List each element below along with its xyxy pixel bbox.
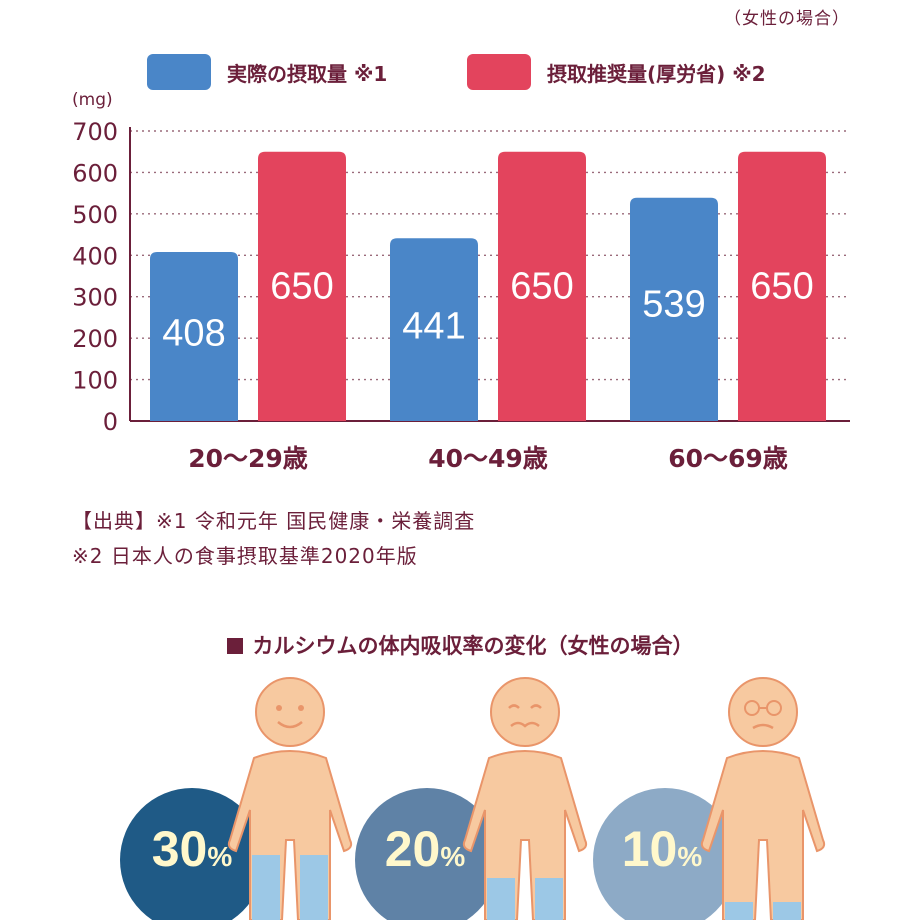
legend-item-recommended: 摂取推奨量(厚労省) ※2	[467, 52, 766, 92]
absorption-figures	[120, 677, 826, 920]
absorption-rate-20: 20%	[355, 820, 495, 878]
absorption-circle	[355, 788, 499, 920]
bar-actual	[150, 251, 238, 421]
absorption-rate-30: 30%	[122, 820, 262, 878]
y-tick-label: 300	[72, 284, 118, 312]
x-category-label: 40～49歳	[428, 444, 548, 473]
water-level-right	[300, 855, 328, 920]
bar-recommended	[738, 151, 826, 421]
y-tick-label: 0	[103, 408, 118, 436]
bar-recommended	[498, 151, 586, 421]
smile-icon	[277, 721, 303, 729]
water-level-left	[725, 902, 753, 920]
bar-value-label: 650	[750, 266, 813, 308]
bar-value-label: 539	[642, 283, 705, 325]
legend-label-actual: 実際の摂取量 ※1	[227, 61, 388, 86]
water-level-left	[487, 878, 515, 920]
legend-label-recommended: 摂取推奨量(厚労省) ※2	[547, 61, 766, 86]
eye-icon	[508, 704, 520, 709]
y-tick-label: 600	[72, 159, 118, 187]
person-body	[462, 750, 588, 920]
eye-icon	[298, 705, 304, 711]
bar-actual	[630, 197, 718, 421]
person-head	[255, 677, 325, 747]
x-category-label: 20～29歳	[188, 444, 308, 473]
y-axis-unit: (mg)	[72, 90, 113, 110]
absorption-title-text: カルシウムの体内吸収率の変化（女性の場合）	[252, 634, 694, 658]
percent-sign: %	[677, 841, 703, 872]
y-tick-label: 100	[72, 367, 118, 395]
source-line-1: 【出典】※1 令和元年 国民健康・栄養調査	[72, 509, 476, 533]
source-line-2: ※2 日本人の食事摂取基準2020年版	[72, 544, 418, 568]
bar-chart: 0 100 200 300 400 500 600 700 408 650 20～29歳 441 650…	[72, 118, 850, 473]
absorption-circle	[120, 788, 264, 920]
x-category-label: 60～69歳	[668, 444, 788, 473]
person-body	[700, 750, 826, 920]
legend-swatch-recommended	[467, 54, 531, 90]
y-tick-label: 200	[72, 325, 118, 353]
bar-value-label: 441	[402, 305, 465, 347]
note-female: （女性の場合）	[724, 9, 850, 29]
water-level-left	[252, 855, 280, 920]
eye-icon	[530, 704, 542, 709]
bar-value-label: 408	[162, 313, 225, 355]
bar-value-label: 650	[270, 266, 333, 308]
percent-sign: %	[440, 841, 466, 872]
absorption-circle	[593, 788, 737, 920]
bar-recommended	[258, 151, 346, 421]
bar-actual	[390, 238, 478, 421]
y-tick-label: 400	[72, 242, 118, 270]
person-head	[728, 677, 798, 747]
y-tick-label: 700	[72, 118, 118, 146]
mustache-icon	[510, 721, 540, 728]
person-figure	[227, 677, 353, 920]
percent-sign: %	[207, 841, 233, 872]
bar-value-label: 650	[510, 266, 573, 308]
absorption-rate-value: 30	[151, 821, 208, 877]
absorption-section-title: カルシウムの体内吸収率の変化（女性の場合）	[0, 630, 920, 660]
title-square-icon	[226, 638, 243, 654]
legend-swatch-actual	[147, 54, 211, 90]
absorption-rate-value: 10	[621, 821, 678, 877]
absorption-rate-10: 10%	[592, 820, 732, 878]
absorption-rate-value: 20	[384, 821, 441, 877]
person-head	[490, 677, 560, 747]
y-tick-label: 500	[72, 201, 118, 229]
legend-item-actual: 実際の摂取量 ※1	[147, 52, 387, 92]
person-figure	[462, 677, 588, 920]
frown-icon	[752, 723, 774, 730]
water-level-right	[535, 878, 563, 920]
eye-icon	[276, 705, 282, 711]
person-figure	[700, 677, 826, 920]
water-level-right	[773, 902, 801, 920]
